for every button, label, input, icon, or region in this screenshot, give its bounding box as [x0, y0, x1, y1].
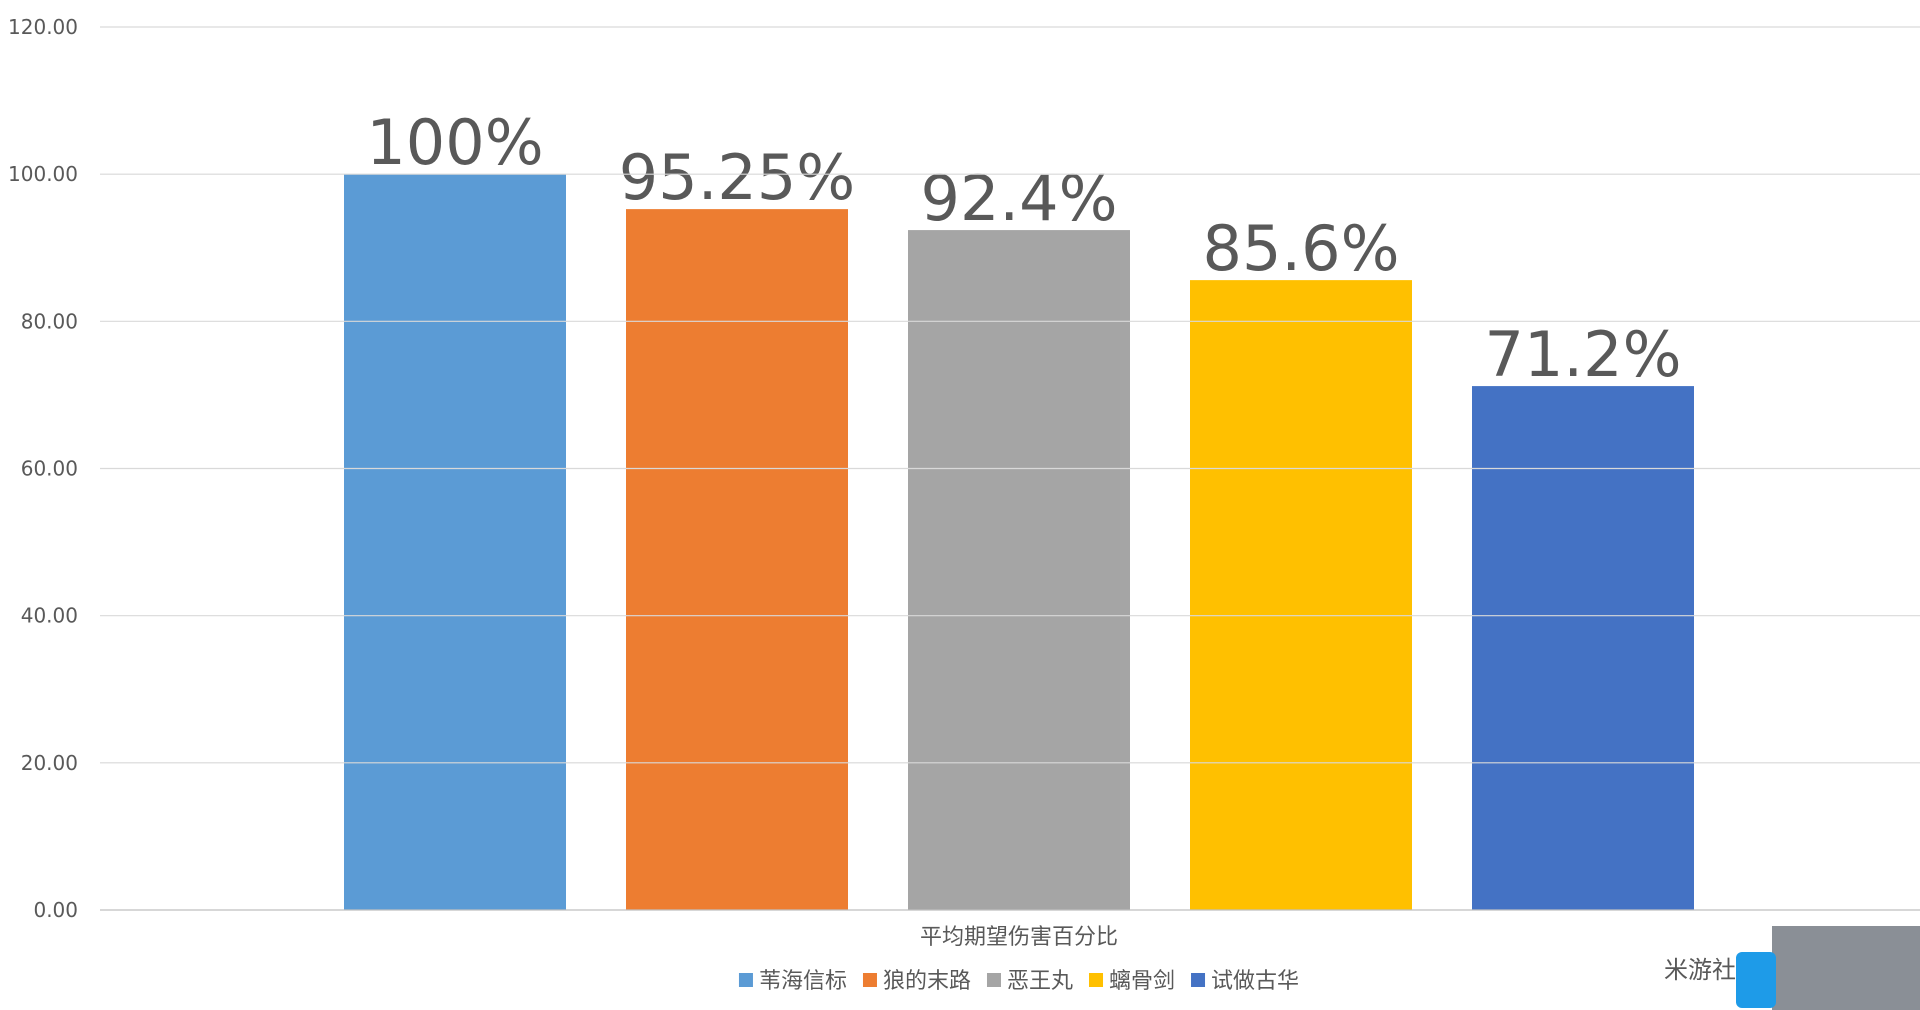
- y-tick-label: 60.00: [21, 457, 78, 481]
- legend-swatch: [986, 973, 1001, 987]
- app-icon: [1736, 952, 1776, 1008]
- legend-swatch: [738, 973, 753, 987]
- bar: [1190, 280, 1412, 910]
- data-label: 71.2%: [1485, 318, 1682, 391]
- data-label: 85.6%: [1203, 212, 1400, 285]
- legend-swatch: [1089, 973, 1104, 987]
- x-tick-label: 平均期望伤害百分比: [920, 925, 1118, 950]
- y-tick-label: 20.00: [21, 751, 78, 775]
- y-tick-label: 80.00: [21, 309, 78, 333]
- data-label: 100%: [366, 106, 543, 179]
- legend-label: 恶王丸: [1007, 969, 1073, 994]
- legend-label: 狼的末路: [883, 969, 971, 994]
- bar: [626, 209, 848, 910]
- y-tick-label: 0.00: [33, 898, 78, 922]
- legend-swatch: [862, 973, 877, 987]
- legend-label: 试做古华: [1211, 969, 1299, 994]
- data-label: 92.4%: [921, 162, 1118, 235]
- bar: [344, 174, 566, 910]
- legend: 苇海信标 狼的末路 恶王丸 螭骨剑 试做古华: [738, 969, 1299, 994]
- y-tick-label: 120.00: [8, 15, 78, 39]
- bar: [908, 230, 1130, 911]
- legend-label: 苇海信标: [759, 969, 847, 994]
- y-tick-label: 40.00: [21, 604, 78, 628]
- bar: [1472, 386, 1694, 910]
- y-tick-label: 100.00: [8, 162, 78, 186]
- thumbnail: [1772, 926, 1920, 1010]
- legend-label: 螭骨剑: [1109, 969, 1175, 994]
- legend-swatch: [1191, 973, 1206, 987]
- data-label: 95.25%: [619, 141, 855, 214]
- watermark: 米游社: [1664, 956, 1736, 984]
